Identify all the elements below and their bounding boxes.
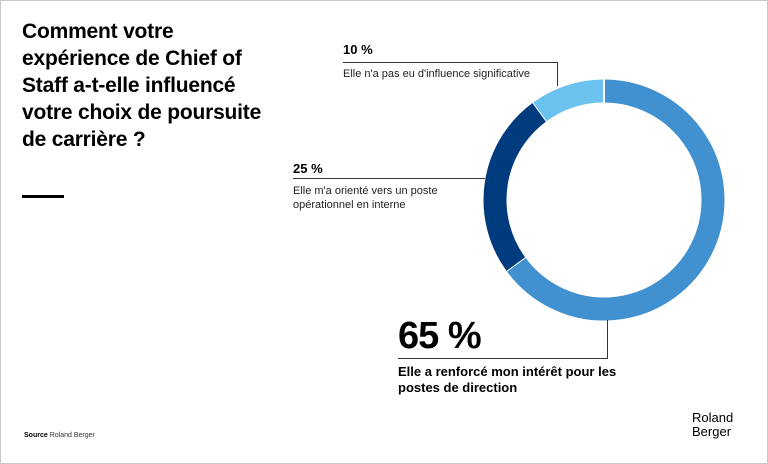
source-value: Roland Berger [49, 432, 95, 439]
slice-label-65: Elle a renforcé mon intérêt pour les pos… [398, 364, 617, 395]
logo-line-1: Roland [692, 410, 734, 425]
roland-berger-logo: Roland Berger [692, 411, 733, 439]
leader-line-65-vertical [607, 320, 608, 359]
slice-label-10: Elle n'a pas eu d'influence significativ… [343, 68, 531, 80]
donut-slice-65 [506, 79, 725, 321]
donut-slice-25 [483, 102, 547, 271]
slice-label-pct-25: 25 % [293, 161, 323, 176]
logo-line-2: Berger [692, 424, 732, 439]
slice-label-pct-10: 10 % [343, 42, 373, 57]
slice-label-pct-65: 65 % [398, 315, 482, 357]
donut-slice-10 [533, 79, 605, 122]
chart-title: Comment votre expérience de Chief of Sta… [22, 20, 262, 151]
source-note: Source Roland Berger [24, 432, 95, 439]
source-label: Source [24, 432, 48, 439]
leader-line-10-vertical [557, 62, 558, 86]
leader-line-10 [343, 62, 558, 63]
slice-label-25: Elle m'a orienté vers un poste opération… [293, 185, 438, 211]
leader-line-25 [293, 178, 485, 179]
title-underline [22, 195, 64, 198]
leader-line-65 [398, 358, 608, 359]
